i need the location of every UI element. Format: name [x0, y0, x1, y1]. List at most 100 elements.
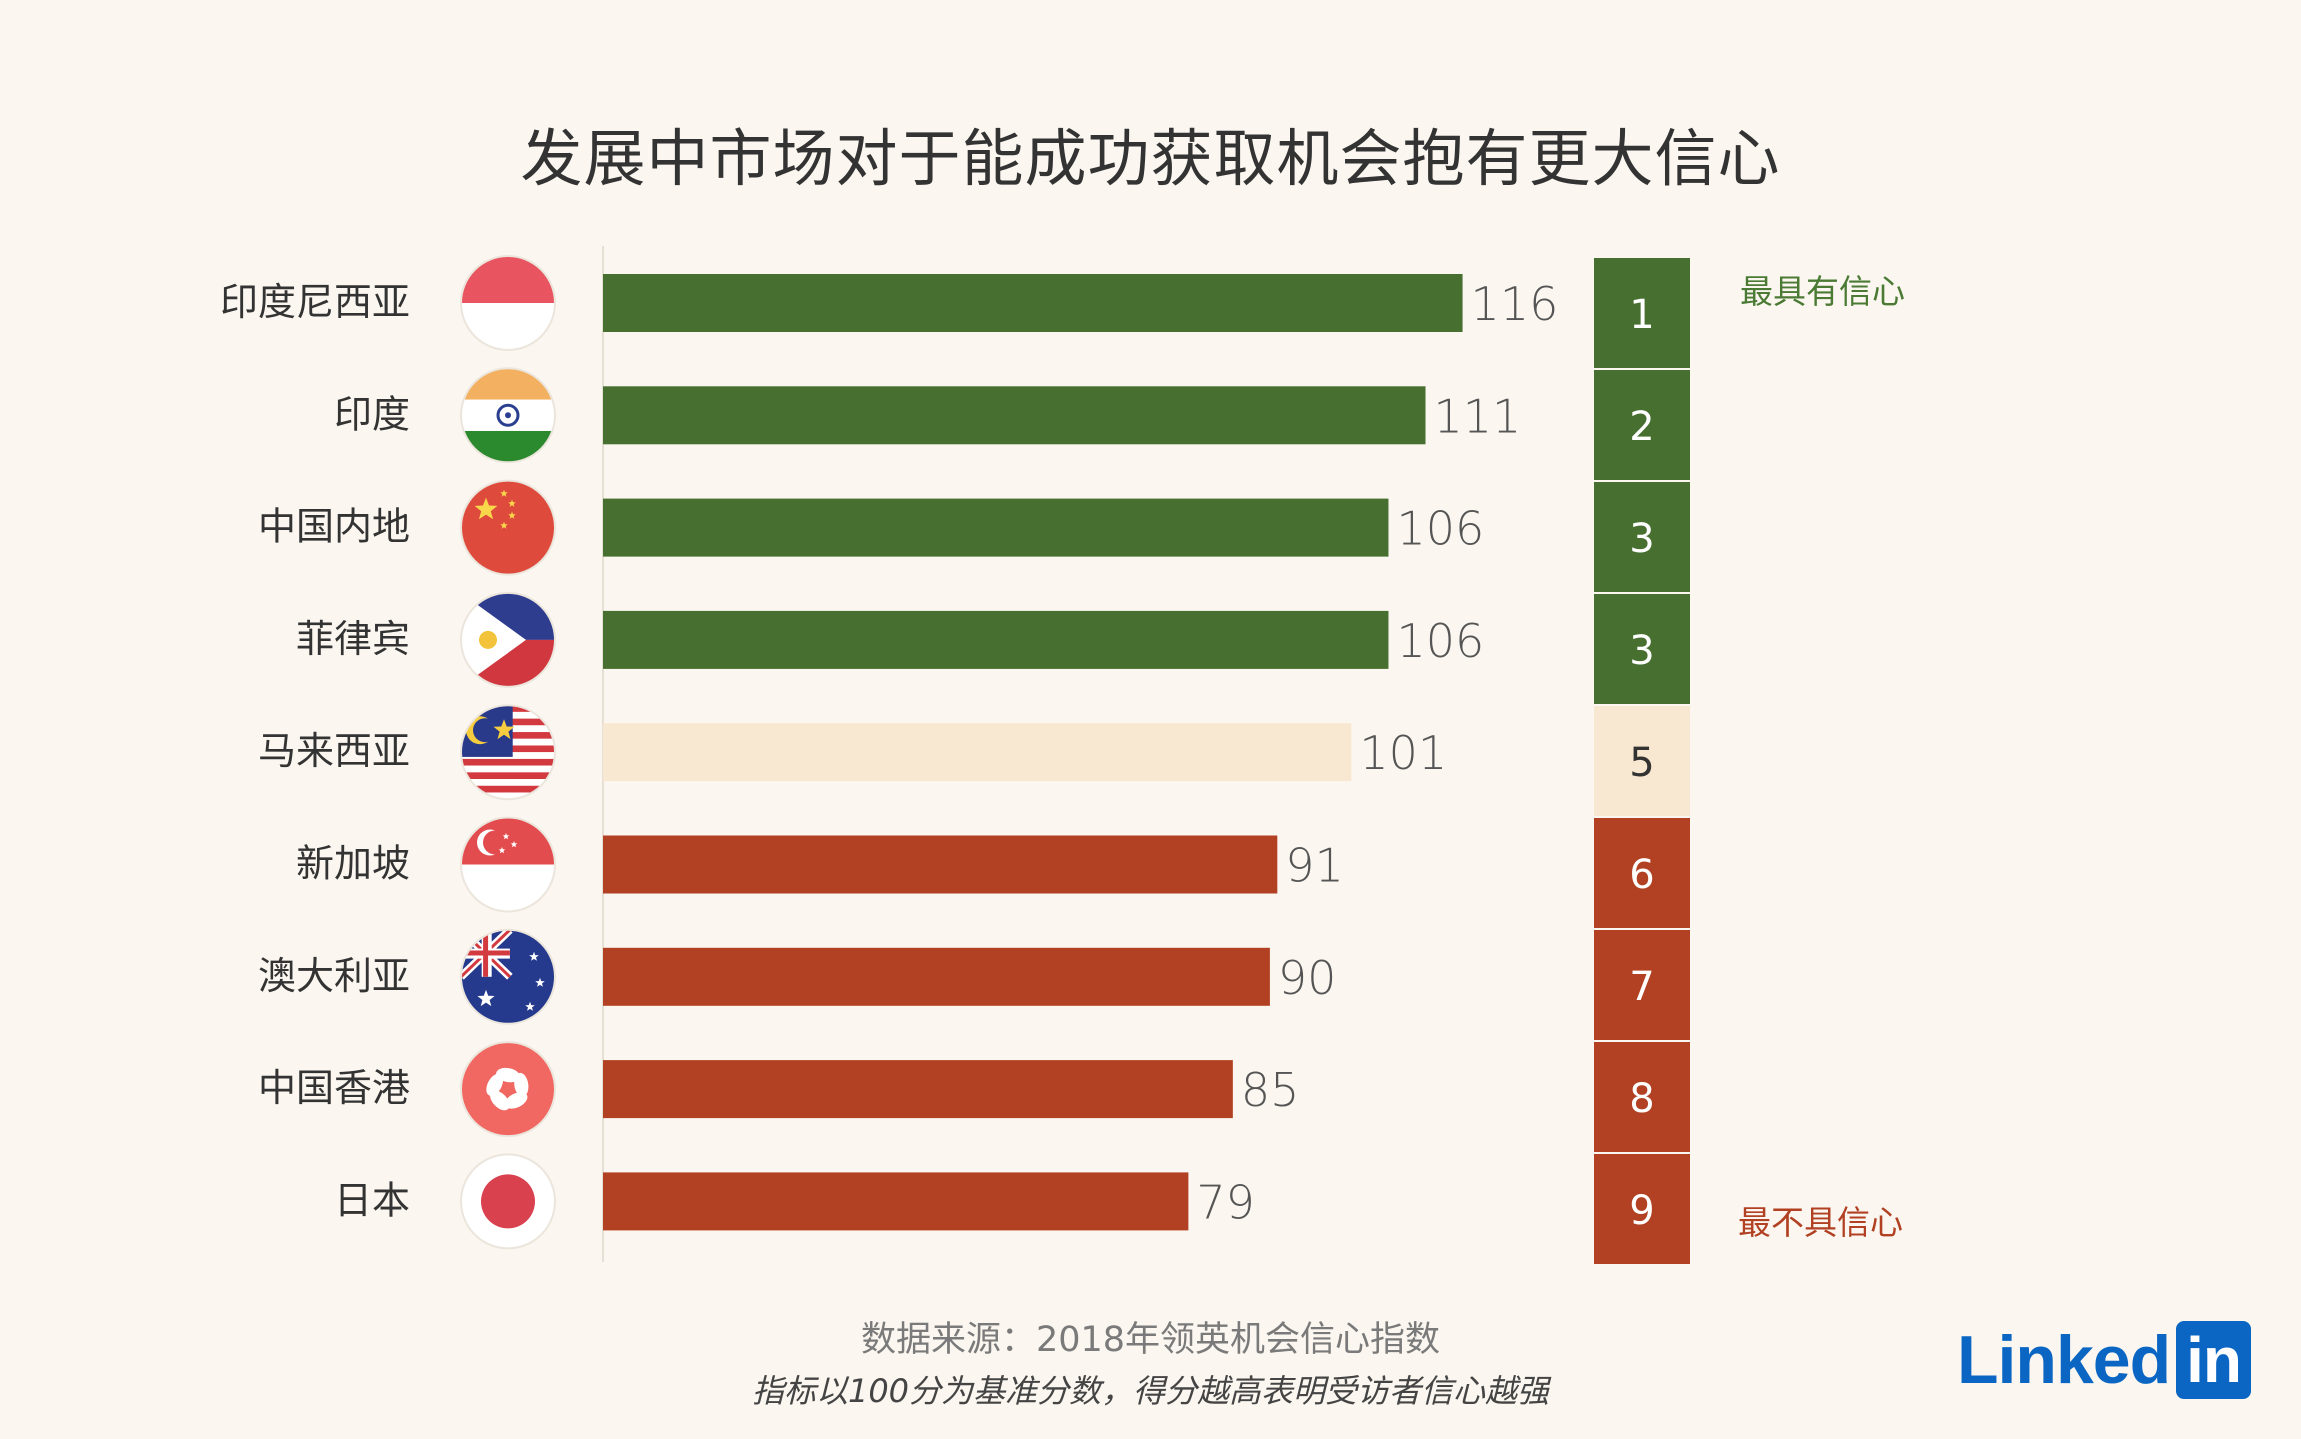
linkedin-logo-box: in [2176, 1321, 2251, 1399]
flag-stripe [461, 772, 555, 780]
bauhinia-petal-icon [514, 1072, 529, 1097]
value-label: 79 [1196, 1175, 1255, 1229]
category-label: 菲律宾 [296, 617, 410, 661]
flag-red [461, 1042, 555, 1137]
rank-number: 8 [1629, 1076, 1654, 1122]
index-note: 指标以100分为基准分数，得分越高表明受访者信心越强 [751, 1372, 1550, 1410]
star-icon [500, 521, 508, 529]
linkedin-logo-text: Linked [1956, 1322, 2171, 1398]
flag-stripe [461, 758, 555, 766]
bar-chart: 印度尼西亚 116 1 印度 111 2 中国内地 106 3 菲律宾 106 3 马来西亚 101 5 新加… [220, 246, 1905, 1264]
star-icon [502, 833, 510, 840]
bauhinia-petal-icon [490, 1090, 510, 1111]
rank-cell [1594, 930, 1690, 1040]
flag-outline [460, 928, 556, 1025]
category-label: 马来西亚 [258, 729, 410, 773]
bar [603, 835, 1278, 894]
malaysia-flag-icon [461, 705, 555, 800]
value-label: 90 [1278, 951, 1337, 1005]
philippines-flag-icon [461, 592, 555, 687]
star-icon [493, 719, 515, 740]
flag-red [461, 256, 555, 303]
value-label: 101 [1359, 726, 1447, 780]
star-icon [535, 977, 545, 987]
bar [603, 498, 1389, 557]
chart-title: 发展中市场对于能成功获取机会抱有更大信心 [520, 122, 1781, 195]
flag-stripe [461, 779, 555, 786]
flag-outline [460, 255, 556, 351]
star-icon [529, 951, 539, 961]
flag-outline [460, 1041, 556, 1138]
china-flag-icon [461, 480, 555, 575]
flag-outline [460, 704, 556, 801]
crescent-cut [473, 718, 497, 743]
rank-cell [1594, 370, 1690, 480]
star-icon [510, 841, 518, 848]
rank-number: 6 [1629, 852, 1654, 898]
star-icon [498, 847, 506, 854]
japan-flag-icon [461, 1154, 555, 1249]
bar [603, 1172, 1189, 1231]
rank-number: 2 [1629, 404, 1654, 450]
bar [603, 1060, 1233, 1119]
star-icon [525, 1001, 535, 1011]
flag-outline [460, 591, 556, 688]
rank-cell [1594, 1042, 1690, 1152]
rank-cell [1594, 594, 1690, 704]
flag-stripe [461, 792, 555, 800]
value-label: 111 [1434, 389, 1522, 443]
bauhinia-petal-icon [504, 1092, 528, 1109]
flag-stripe [461, 765, 555, 773]
sun-icon [479, 630, 497, 649]
flag-outline [460, 479, 556, 576]
category-label: 印度尼西亚 [220, 280, 410, 324]
linkedin-logo: Linked in [1957, 1320, 2251, 1400]
flag-red [461, 817, 555, 865]
category-label: 新加坡 [296, 842, 410, 886]
category-label: 印度 [334, 392, 410, 436]
union-cross-v-red [483, 929, 489, 977]
star-icon [500, 489, 508, 497]
star-icon [474, 497, 498, 520]
category-label: 中国香港 [258, 1066, 410, 1110]
data-source: 数据来源：2018年领英机会信心指数 [860, 1320, 1441, 1360]
bauhinia-petal-icon [486, 1073, 504, 1096]
chakra-icon [496, 403, 520, 427]
legend-bottom: 最不具信心 [1738, 1203, 1903, 1242]
flag-saffron [461, 368, 555, 400]
flag-red [461, 480, 555, 575]
flag-white [461, 303, 555, 350]
star-icon [508, 499, 516, 507]
star-icon [508, 511, 516, 519]
bar [603, 274, 1463, 332]
crescent-cut [483, 830, 507, 855]
rank-number: 3 [1629, 516, 1654, 562]
category-label: 中国内地 [258, 505, 410, 549]
bar [603, 723, 1352, 782]
rank-cell [1594, 258, 1690, 368]
rank-number: 3 [1629, 628, 1654, 674]
rank-cell [1594, 1154, 1690, 1264]
bar [603, 386, 1426, 445]
rank-number: 5 [1629, 740, 1654, 786]
flag-stripe [461, 785, 555, 793]
value-label: 106 [1396, 614, 1484, 668]
value-label: 106 [1396, 502, 1484, 556]
rank-cell [1594, 706, 1690, 816]
flag-white [461, 864, 555, 912]
star-icon [477, 989, 495, 1007]
bar [603, 610, 1389, 669]
hong-kong-flag-icon [461, 1042, 555, 1137]
rank-number: 9 [1629, 1188, 1654, 1234]
value-label: 91 [1285, 839, 1344, 893]
chakra-hub [505, 412, 511, 419]
legend-top: 最具有信心 [1740, 272, 1905, 311]
flag-sun [481, 1174, 535, 1229]
flag-outline [460, 1153, 556, 1250]
flag-outline [460, 816, 556, 913]
flag-green [461, 430, 555, 463]
australia-flag-icon [461, 929, 555, 1024]
flag-outline [460, 367, 556, 464]
rank-number: 1 [1629, 292, 1654, 338]
category-label: 澳大利亚 [258, 954, 410, 998]
